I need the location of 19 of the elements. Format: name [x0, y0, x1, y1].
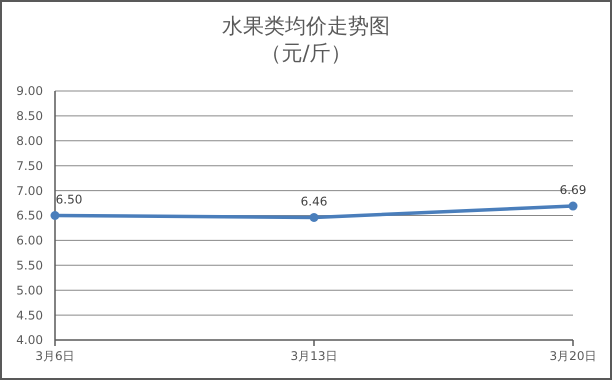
y-tick-label: 5.00: [16, 283, 43, 298]
data-label: 6.46: [300, 194, 328, 208]
x-tick-label: 3月20日: [550, 349, 596, 363]
chart-subtitle: （元/斤）: [260, 41, 352, 65]
y-tick-label: 8.00: [16, 134, 43, 148]
y-tick-label: 6.00: [16, 234, 43, 248]
y-tick-label: 4.50: [16, 308, 43, 322]
y-tick-label: 8.50: [16, 109, 43, 124]
x-tick-label: 3月6日: [35, 349, 75, 363]
data-label: 6.69: [560, 183, 586, 198]
y-tick-label: 9.00: [16, 84, 43, 98]
y-tick-label: 5.50: [16, 258, 43, 272]
y-tick-label: 4.00: [16, 333, 43, 348]
chart-title: 水果类均价走势图: [222, 14, 390, 38]
y-tick-label: 6.50: [16, 208, 43, 223]
y-tick-label: 7.00: [16, 184, 43, 198]
data-label: 6.50: [56, 192, 82, 206]
y-tick-label: 7.50: [16, 158, 43, 173]
x-tick-label: 3月13日: [290, 349, 338, 363]
